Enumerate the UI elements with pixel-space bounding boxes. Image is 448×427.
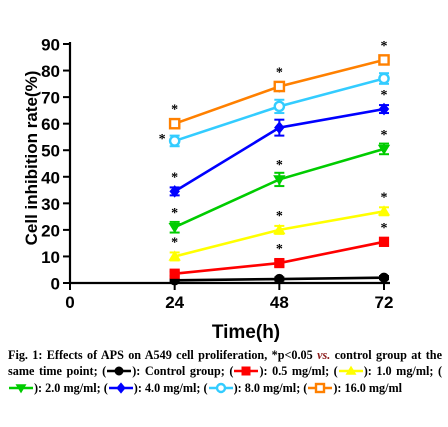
data-point <box>378 54 390 66</box>
data-point <box>168 250 181 261</box>
legend-marker <box>116 382 126 394</box>
legend-marker <box>215 382 226 394</box>
y-tick-label: 80 <box>41 62 60 81</box>
data-point <box>378 72 390 85</box>
x-tick-label: 48 <box>270 293 289 312</box>
y-tick-label: 90 <box>41 36 60 55</box>
significance-asterisk: * <box>276 242 283 257</box>
data-point <box>378 236 390 247</box>
chart-series: ****************** <box>159 39 391 286</box>
y-axis-label: Cell inhibition rate(%) <box>22 71 41 246</box>
series-d20: * * * <box>168 128 391 234</box>
legend-d05-icon <box>233 365 259 382</box>
legend-marker <box>241 366 251 375</box>
series-d160: * * * <box>168 39 390 130</box>
significance-asterisk: * <box>276 65 283 80</box>
legend-paren: ( <box>229 363 234 378</box>
data-point <box>169 268 180 279</box>
y-tick-label: 30 <box>41 195 60 214</box>
y-tick-label: 20 <box>41 221 60 240</box>
legend-paren: ( <box>103 381 108 395</box>
legend-swatch <box>208 382 233 394</box>
legend-d160-icon <box>307 382 333 399</box>
data-point <box>273 175 286 186</box>
legend-d05-label: ): 0.5 mg/ml; ( <box>259 363 338 378</box>
y-tick-label: 60 <box>41 115 60 134</box>
data-point <box>378 102 390 116</box>
legend-control-label: ): Control group; <box>132 363 225 378</box>
legend-d20-icon <box>8 382 34 399</box>
data-point <box>273 80 286 93</box>
significance-asterisk: * <box>171 170 178 185</box>
data-point <box>274 257 285 269</box>
legend-swatch <box>107 366 132 375</box>
significance-asterisk: * <box>381 221 388 236</box>
significance-asterisk: * <box>171 103 178 118</box>
y-tick-label: 0 <box>51 275 60 294</box>
caption-vs: vs. <box>317 348 331 362</box>
series-d10: * * * <box>168 190 391 262</box>
x-tick-label: 72 <box>375 293 394 312</box>
series-d80: * * * <box>159 58 390 148</box>
data-point <box>168 223 181 234</box>
significance-asterisk: * <box>381 128 388 143</box>
y-tick-label: 10 <box>41 248 60 267</box>
significance-asterisk: * <box>381 190 388 205</box>
significance-asterisk: * <box>381 88 388 103</box>
data-point <box>168 135 181 147</box>
legend-d10-label: ): 1.0 mg/ml; ( <box>363 363 443 378</box>
legend-swatch <box>338 365 363 375</box>
x-tick-label: 24 <box>165 293 184 312</box>
legend-marker <box>15 384 27 394</box>
y-tick-label: 40 <box>41 168 60 187</box>
legend-swatch <box>9 384 33 394</box>
caption-text: control group at the same time point; ( <box>8 348 442 378</box>
y-tick-label: 70 <box>41 89 60 108</box>
data-point <box>377 205 391 216</box>
legend-d80-icon <box>208 382 234 399</box>
legend-swatch <box>234 366 259 375</box>
legend-d80-label: ): 8.0 mg/ml; ( <box>233 381 308 395</box>
significance-asterisk: * <box>159 132 166 147</box>
legend-d40-icon <box>108 382 134 399</box>
legend-control-icon <box>106 365 132 382</box>
legend-d10-icon <box>338 365 364 382</box>
data-point <box>273 223 286 235</box>
data-point <box>169 185 180 198</box>
y-tick-label: 50 <box>41 142 60 161</box>
x-axis-label: Time(h) <box>212 322 280 343</box>
legend-swatch <box>308 382 333 394</box>
data-point <box>378 272 390 283</box>
legend-d160-label: ): 16.0 mg/ml <box>333 381 403 395</box>
caption-lead: Fig. 1: Effects of APS on A549 cell prol… <box>8 348 318 362</box>
legend-d40-label: ): 4.0 mg/ml; ( <box>133 381 208 395</box>
legend-marker <box>345 365 357 375</box>
figure-caption: Fig. 1: Effects of APS on A549 cell prol… <box>8 348 442 399</box>
data-point <box>274 273 285 285</box>
data-point <box>377 144 391 155</box>
legend-marker <box>114 366 124 375</box>
significance-asterisk: * <box>171 206 178 221</box>
significance-asterisk: * <box>171 235 178 250</box>
x-tick-label: 0 <box>65 293 74 312</box>
series-d05: * * * <box>169 221 390 279</box>
legend-d20-label: ): 2.0 mg/ml; <box>34 381 101 395</box>
data-point <box>273 100 286 113</box>
significance-asterisk: * <box>276 209 283 224</box>
significance-asterisk: * <box>381 39 388 54</box>
data-point <box>274 121 285 134</box>
legend-marker <box>315 382 326 394</box>
significance-asterisk: * <box>276 158 283 173</box>
data-point <box>168 117 181 130</box>
legend-swatch <box>108 382 133 394</box>
chart-axes: 0 10 20 30 40 50 60 70 80 90 0 24 48 72 <box>41 36 393 313</box>
